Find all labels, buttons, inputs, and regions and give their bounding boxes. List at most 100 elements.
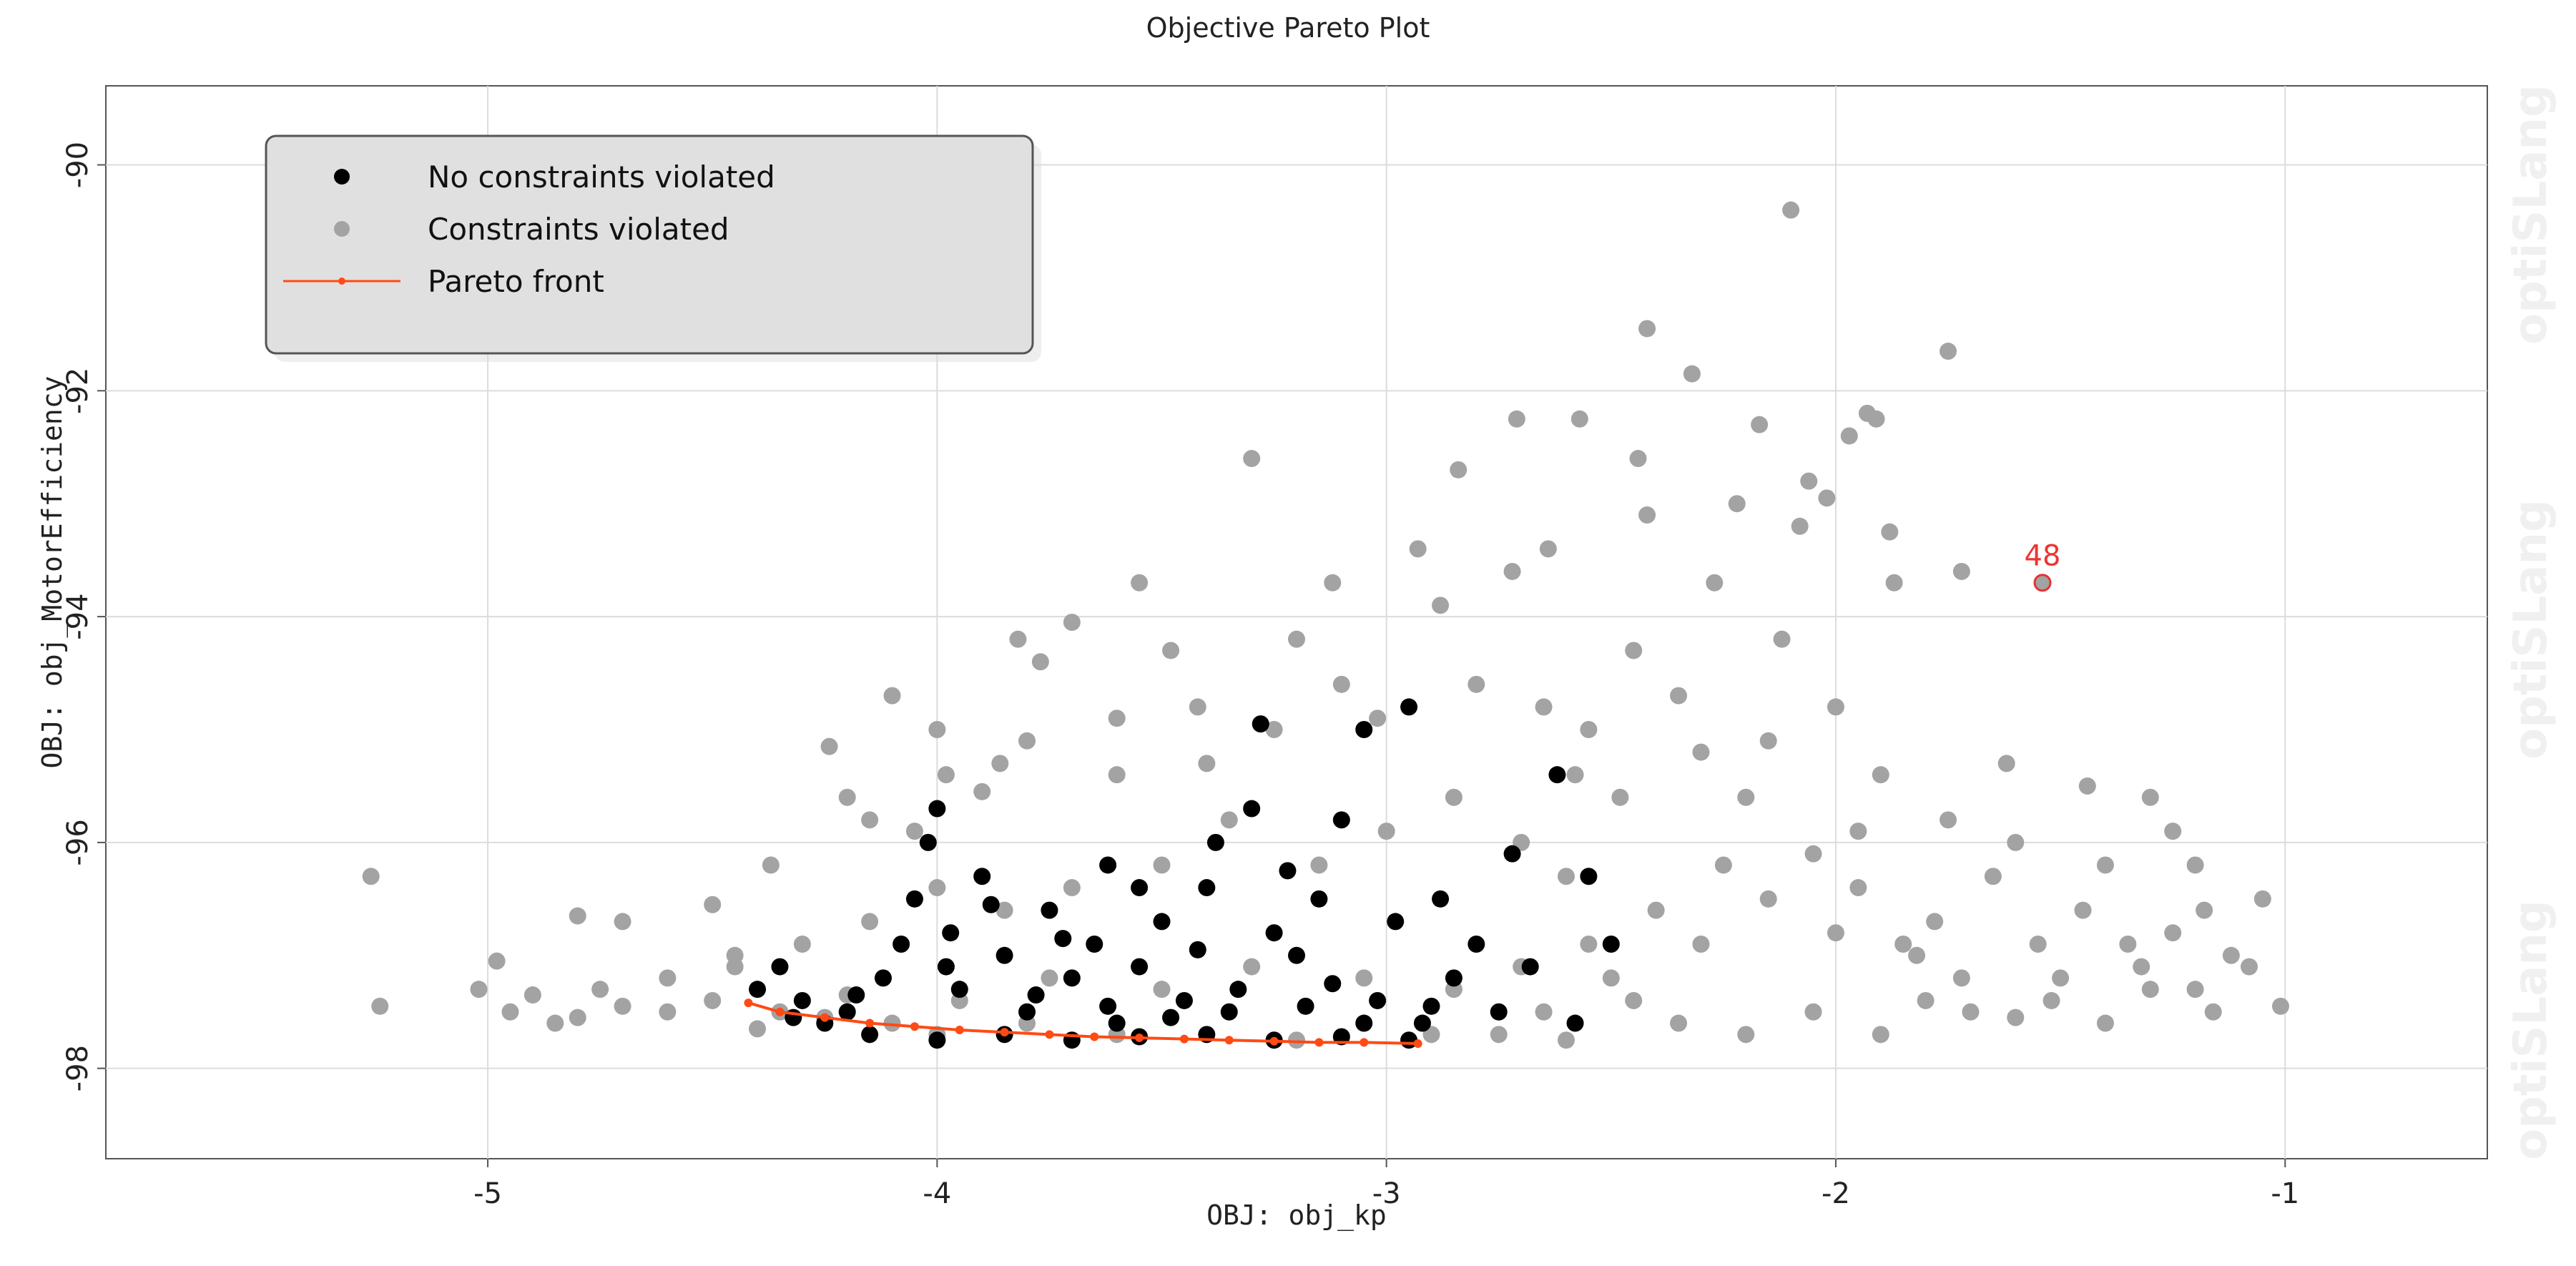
data-point xyxy=(919,833,937,851)
data-point xyxy=(1503,562,1521,580)
data-point xyxy=(659,969,677,987)
y-tick-label: -98 xyxy=(62,1045,94,1091)
data-point xyxy=(1548,766,1566,784)
data-point xyxy=(1243,800,1261,818)
data-point xyxy=(1490,1026,1508,1044)
data-point xyxy=(928,879,946,897)
annotation-point xyxy=(2033,574,2052,592)
annotation-label: 48 xyxy=(2025,540,2061,573)
data-point xyxy=(1791,517,1809,535)
data-point xyxy=(1131,574,1149,592)
data-point xyxy=(883,687,901,705)
data-point xyxy=(2029,936,2047,953)
legend-marker-pareto-dot xyxy=(338,278,345,285)
data-point xyxy=(942,924,960,942)
data-point xyxy=(1804,845,1822,863)
pareto-front-point xyxy=(1090,1032,1099,1041)
data-point xyxy=(591,981,609,998)
data-point xyxy=(2133,958,2150,976)
data-point xyxy=(1450,461,1468,479)
y-tick-labels: -90 -92 -94 -96 -98 xyxy=(62,142,94,1092)
data-point xyxy=(1557,868,1575,885)
data-point xyxy=(1265,924,1283,942)
data-point xyxy=(1099,997,1117,1015)
data-point xyxy=(928,800,946,818)
data-point xyxy=(950,981,968,998)
data-point xyxy=(928,721,946,738)
data-point xyxy=(838,1003,856,1021)
x-tick-labels: -5 -4 -3 -2 -1 xyxy=(473,1177,2299,1210)
data-point xyxy=(1840,427,1858,445)
data-point xyxy=(1867,410,1885,428)
data-point xyxy=(1952,562,1970,580)
data-point xyxy=(905,890,923,908)
data-point xyxy=(1162,1009,1180,1026)
legend-label-pareto-front: Pareto front xyxy=(428,264,604,299)
x-axis-label: OBJ: obj_kp xyxy=(1206,1199,1387,1232)
data-point xyxy=(905,823,923,840)
data-point xyxy=(996,901,1013,919)
data-point xyxy=(1827,924,1844,942)
pareto-front-point xyxy=(955,1026,964,1034)
data-point xyxy=(762,856,780,874)
data-point xyxy=(1881,523,1899,541)
data-point xyxy=(1220,1003,1238,1021)
data-point xyxy=(1220,811,1238,829)
data-point xyxy=(1027,986,1045,1004)
data-point xyxy=(1206,833,1224,851)
pareto-front-series xyxy=(744,998,1422,1048)
data-point xyxy=(1917,991,1935,1009)
data-point xyxy=(1602,936,1620,953)
data-point xyxy=(991,755,1009,772)
data-point xyxy=(1041,901,1058,919)
data-point xyxy=(726,958,744,976)
watermark-2: optiSLang xyxy=(2504,499,2557,760)
data-point xyxy=(1737,1026,1755,1044)
y-tick-label: -92 xyxy=(62,368,94,414)
data-point xyxy=(1503,845,1521,863)
data-point xyxy=(1894,936,1912,953)
pareto-front-point xyxy=(820,1013,830,1022)
data-point xyxy=(2007,833,2025,851)
data-point xyxy=(1108,1014,1126,1032)
data-point xyxy=(1580,936,1598,953)
data-point xyxy=(362,868,380,885)
data-point xyxy=(569,907,586,925)
data-point xyxy=(1198,879,1216,897)
pareto-front-point xyxy=(865,1019,875,1028)
data-point xyxy=(1108,766,1126,784)
data-point xyxy=(1670,687,1688,705)
data-point xyxy=(1265,721,1283,738)
data-point xyxy=(704,895,722,913)
data-point xyxy=(1153,856,1171,874)
data-point xyxy=(1759,890,1777,908)
data-point xyxy=(973,782,991,800)
data-point xyxy=(1521,958,1539,976)
pareto-front-line xyxy=(747,1001,1418,1045)
data-point xyxy=(523,986,541,1004)
data-point xyxy=(1638,506,1656,524)
data-point xyxy=(1252,715,1269,733)
data-point xyxy=(659,1003,677,1021)
data-point xyxy=(1773,630,1791,648)
data-point xyxy=(1557,1031,1575,1049)
data-point xyxy=(1369,991,1387,1009)
data-point xyxy=(1782,201,1800,219)
pareto-front-point xyxy=(1224,1036,1234,1045)
data-point xyxy=(1468,675,1485,693)
y-tick-label: -90 xyxy=(62,142,94,188)
data-point xyxy=(1926,913,1944,931)
data-point xyxy=(1324,574,1342,592)
data-point xyxy=(1243,450,1261,468)
data-point xyxy=(2204,1003,2222,1021)
data-point xyxy=(820,737,838,755)
data-point xyxy=(1445,969,1462,987)
data-point xyxy=(1683,365,1701,383)
data-point xyxy=(2096,1014,2114,1032)
data-point xyxy=(1198,755,1216,772)
data-point xyxy=(1728,495,1746,513)
data-point xyxy=(1580,868,1598,885)
data-point xyxy=(2052,969,2070,987)
data-point xyxy=(1508,410,1525,428)
